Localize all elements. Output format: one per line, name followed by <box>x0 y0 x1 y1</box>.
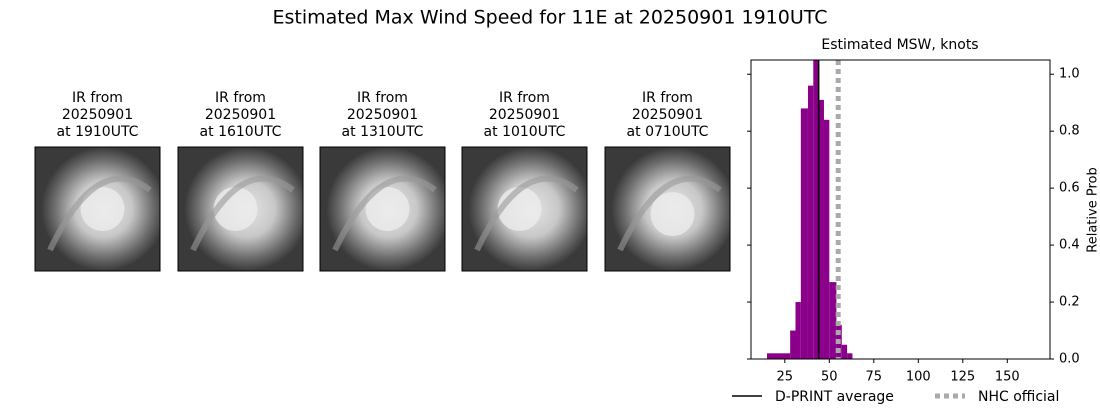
y-axis-label: Relative Prob <box>1086 167 1100 252</box>
bar <box>813 60 818 359</box>
x-tick-label: 125 <box>950 370 975 385</box>
y-tick-label: 0.2 <box>1059 295 1080 310</box>
panel-title: 20250901 <box>205 107 276 123</box>
x-tick-label: 100 <box>906 370 931 385</box>
bar <box>847 353 852 359</box>
panel-title: at 1610UTC <box>200 124 282 140</box>
bar <box>790 331 795 359</box>
legend-label: NHC official <box>978 389 1059 405</box>
y-tick-label: 0.6 <box>1059 181 1080 196</box>
figure-title: Estimated Max Wind Speed for 11E at 2025… <box>272 7 827 29</box>
chart-title: Estimated MSW, knots <box>821 37 978 53</box>
panel-title: at 1010UTC <box>484 124 566 140</box>
y-tick-label: 1.0 <box>1059 67 1080 82</box>
legend-label: D-PRINT average <box>775 389 894 405</box>
panel-title: IR from <box>72 90 123 106</box>
panel-title: at 1910UTC <box>57 124 139 140</box>
bar <box>767 353 790 359</box>
panel-title: IR from <box>499 90 550 106</box>
panel-title: 20250901 <box>632 107 703 123</box>
storm-core <box>651 192 695 236</box>
x-tick-label: 75 <box>866 370 883 385</box>
panel-title: at 1310UTC <box>342 124 424 140</box>
y-tick-label: 0.0 <box>1059 352 1080 367</box>
bar <box>824 120 829 359</box>
panel-title: 20250901 <box>347 107 418 123</box>
y-tick-label: 0.4 <box>1059 238 1080 253</box>
panel-title: IR from <box>215 90 266 106</box>
x-tick-label: 25 <box>777 370 794 385</box>
bar <box>829 282 836 359</box>
x-tick-label: 50 <box>821 370 838 385</box>
panel-title: 20250901 <box>62 107 133 123</box>
bar <box>795 302 800 359</box>
y-tick-label: 0.8 <box>1059 124 1080 139</box>
bar <box>808 86 813 359</box>
bar <box>842 345 847 359</box>
panel-title: IR from <box>642 90 693 106</box>
bar <box>819 100 824 359</box>
panel-title: IR from <box>357 90 408 106</box>
x-tick-label: 150 <box>995 370 1020 385</box>
bar <box>801 108 808 359</box>
panel-title: at 0710UTC <box>627 124 709 140</box>
panel-title: 20250901 <box>489 107 560 123</box>
